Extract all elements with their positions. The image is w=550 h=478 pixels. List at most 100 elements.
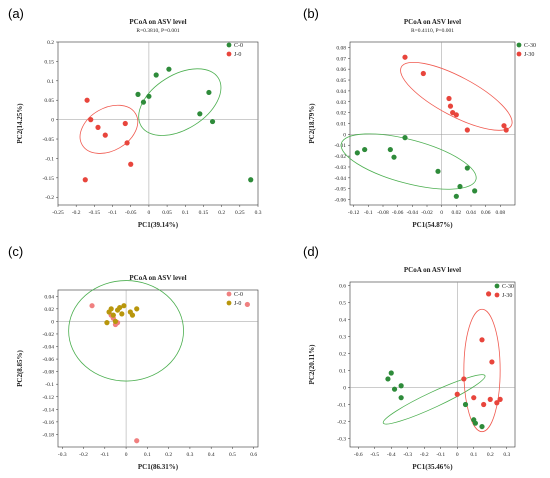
x-tick-label: 0.2 [487, 452, 494, 458]
legend-marker [516, 51, 522, 57]
data-point [464, 165, 470, 171]
data-point [398, 395, 404, 401]
y-tick-label: -0.16 [43, 420, 55, 426]
x-tick-label: -0.1 [436, 452, 445, 458]
x-tick-label: 0 [456, 452, 459, 458]
data-point [84, 97, 90, 103]
confidence-ellipse [400, 61, 513, 131]
data-point [121, 303, 127, 309]
y-tick-label: 0.6 [339, 283, 346, 289]
data-point [453, 193, 459, 199]
x-tick-label: 0.1 [144, 452, 151, 458]
x-tick-label: 0.04 [466, 210, 476, 216]
x-tick-label: -0.2 [79, 452, 88, 458]
y-tick-label: 0 [343, 385, 346, 391]
y-tick-label: 0.2 [47, 40, 54, 46]
data-point [135, 91, 141, 97]
x-tick-label: -0.25 [52, 210, 64, 216]
data-point [95, 124, 101, 130]
x-tick-label: 0.2 [218, 210, 225, 216]
x-tick-label: 0.02 [452, 210, 462, 216]
data-point [457, 183, 463, 190]
data-point [129, 312, 136, 318]
x-tick-label: 0.1 [182, 210, 189, 216]
data-point [248, 177, 254, 183]
panel-label: (b) [303, 6, 319, 21]
chart-title: PCoA on ASV level [404, 18, 461, 26]
x-tick-label: 0.3 [186, 452, 193, 458]
x-axis-label: PC1(39.14%) [138, 221, 179, 229]
data-point [110, 312, 116, 318]
y-tick-label: -0.05 [43, 137, 55, 143]
data-point [146, 93, 152, 99]
data-point [462, 401, 469, 408]
y-tick-label: -0.02 [335, 154, 347, 160]
y-tick-label: -0.04 [335, 176, 347, 182]
y-tick-label: -0.15 [43, 176, 55, 182]
panel-label: (d) [303, 244, 319, 259]
y-tick-label: -0.01 [335, 143, 347, 149]
data-point [472, 188, 478, 194]
legend-label: C-30 [502, 284, 514, 290]
data-point [454, 391, 460, 397]
y-tick-label: -0.1 [45, 382, 54, 388]
confidence-ellipse [382, 374, 486, 425]
panel-b: (b) PCoA on ASV level R=0.4110, P=0.001 -0.… [303, 6, 536, 229]
y-tick-label: 0.3 [339, 334, 346, 340]
x-tick-label: -0.12 [348, 210, 360, 216]
data-point [479, 337, 485, 343]
y-tick-label: -0.06 [43, 357, 55, 363]
y-tick-label: 0 [343, 132, 346, 138]
x-tick-label: -0.2 [72, 210, 81, 216]
data-point [453, 112, 459, 118]
y-axis-label: PC2(18.79%) [308, 103, 316, 144]
data-point [124, 140, 130, 146]
data-point [503, 127, 509, 133]
y-tick-label: -0.3 [337, 436, 346, 442]
x-tick-label: 0.06 [481, 210, 491, 216]
x-axis-label: PC1(86.31%) [138, 463, 179, 471]
chart-title: PCoA on ASV level [404, 266, 461, 274]
data-point [501, 123, 507, 129]
y-tick-label: -0.14 [43, 407, 55, 413]
y-tick-label: -0.2 [45, 195, 54, 201]
confidence-ellipse [68, 280, 184, 382]
legend-label: C-0 [234, 43, 243, 49]
legend-marker [226, 300, 232, 306]
data-point [494, 400, 500, 406]
y-tick-label: 0.04 [336, 89, 346, 95]
y-tick-label: 0.08 [336, 45, 346, 51]
x-tick-label: -0.06 [392, 210, 404, 216]
x-tick-label: 0.5 [229, 452, 236, 458]
legend-label: J-30 [502, 293, 512, 299]
data-point [481, 401, 487, 408]
x-tick-label: -0.2 [420, 452, 429, 458]
y-tick-label: 0.1 [47, 79, 54, 85]
y-axis-label: PC2(8.85%) [16, 349, 24, 386]
legend-marker [226, 291, 232, 297]
chart-subtitle: R=0.3810, P=0.001 [136, 28, 179, 34]
x-tick-label: -0.08 [377, 210, 389, 216]
x-tick-label: 0.25 [235, 210, 245, 216]
x-axis-label: PC1(54.87%) [412, 221, 453, 229]
y-tick-label: -0.04 [43, 345, 55, 351]
data-point [117, 304, 123, 311]
confidence-ellipse [463, 308, 501, 433]
data-point [497, 396, 503, 402]
x-tick-label: -0.1 [100, 452, 109, 458]
x-tick-label: -0.3 [403, 452, 412, 458]
chart-subtitle: R=0.4110, P=0.001 [411, 28, 454, 34]
y-tick-label: 0.07 [336, 56, 346, 62]
y-tick-label: 0.05 [44, 98, 54, 104]
legend-label: C-0 [234, 292, 243, 298]
data-point [209, 118, 216, 125]
data-point [88, 117, 94, 123]
x-tick-label: 0.05 [162, 210, 172, 216]
data-point [134, 438, 140, 444]
data-point [122, 120, 128, 127]
y-tick-label: 0 [51, 118, 54, 124]
x-tick-label: 0.15 [199, 210, 209, 216]
data-point [402, 135, 408, 141]
data-point [112, 318, 119, 324]
data-point [420, 70, 426, 77]
